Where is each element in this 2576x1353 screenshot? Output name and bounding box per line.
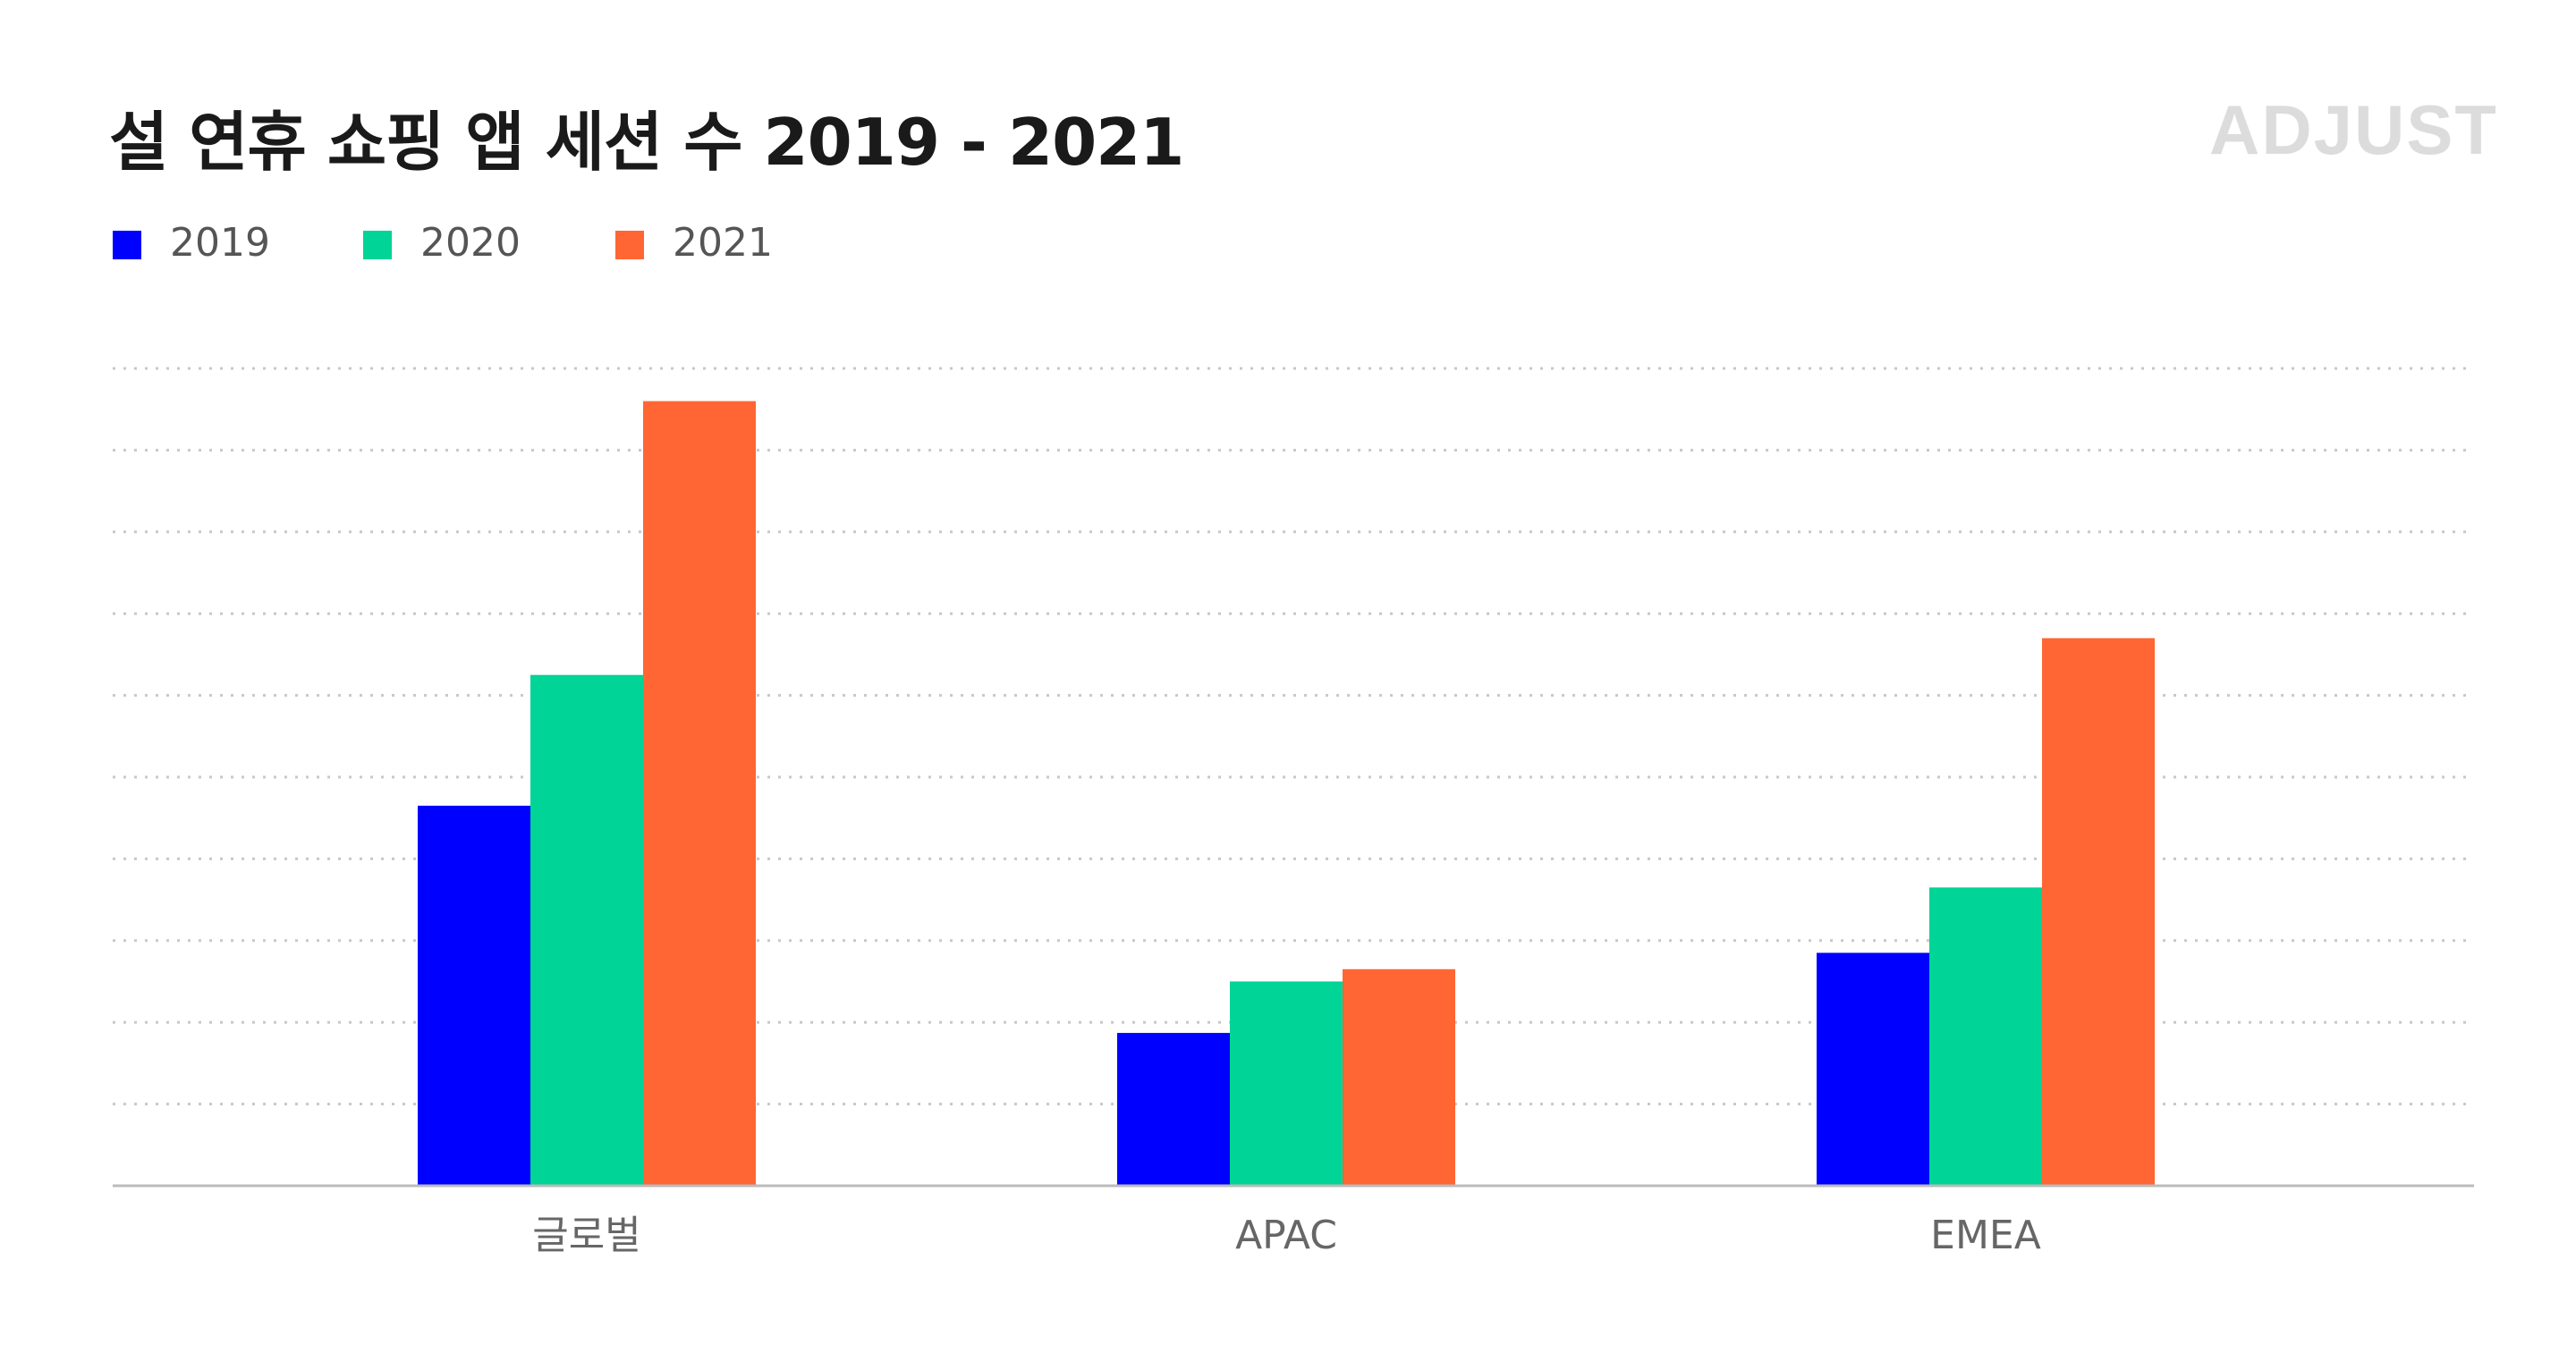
x-tick-label: APAC [1235,1213,1337,1258]
bar-2021-1 [1343,968,1455,1186]
bar-2019-2 [1817,952,1929,1186]
bar-2021-2 [2042,638,2155,1186]
bar-2020-0 [530,674,643,1186]
x-tick-label: 글로벌 [532,1213,640,1258]
bars [418,401,2155,1186]
bar-2020-2 [1929,887,2042,1186]
bar-2019-0 [418,805,530,1186]
x-tick-label: EMEA [1930,1213,2041,1258]
bar-2020-1 [1230,981,1343,1186]
adjust-logo-text: ADJUST [2209,95,2496,166]
adjust-logo: ADJUST [2209,95,2496,166]
legend-swatch-2020 [363,231,392,259]
bar-2021-0 [643,401,756,1186]
bar-2019-1 [1117,1033,1230,1186]
legend-swatch-2021 [615,231,644,259]
legend-label-2021: 2021 [673,220,773,266]
chart-title: 설 연휴 쇼핑 앱 세션 수 2019 - 2021 [109,105,1184,180]
legend-label-2020: 2020 [420,220,521,266]
legend-label-2019: 2019 [170,220,270,266]
x-axis-tick-labels: 글로벌 APAC EMEA [532,1213,2041,1258]
legend-swatch-2019 [113,231,141,259]
